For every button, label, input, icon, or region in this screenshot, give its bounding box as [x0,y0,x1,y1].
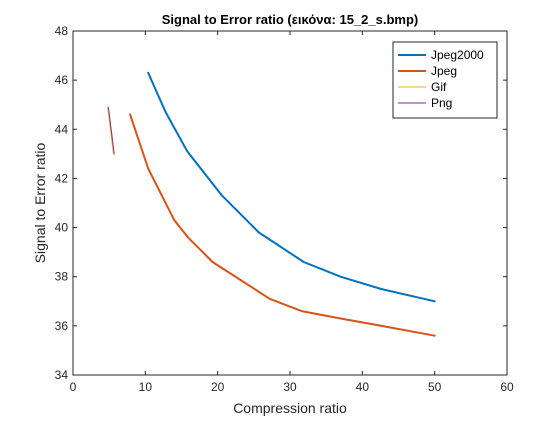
y-tick-label: 40 [55,221,69,235]
y-tick-label: 42 [55,171,69,185]
series-line-gif [107,106,114,155]
chart-title: Signal to Error ratio (εικόνα: 15_2_s.bm… [162,12,418,27]
axes-layer: 0 10 20 30 40 50 60 34 36 38 40 42 44 46 48 [55,24,514,394]
y-tick-label: 48 [55,24,69,38]
legend-label-gif: Gif [431,80,447,94]
x-tick-label: 60 [500,380,514,394]
x-tick-label: 40 [356,380,370,394]
x-tick-label: 20 [211,380,225,394]
series-line-jpeg [129,113,436,337]
y-tick-label: 44 [55,122,69,136]
legend: Jpeg2000 Jpeg Gif Png [392,41,498,119]
x-tick-label: 30 [283,380,297,394]
series-line-jpeg2000 [147,71,436,303]
legend-label-jpeg: Jpeg [431,64,457,78]
y-axis-label: Signal to Error ratio [32,142,48,263]
y-tick-label: 38 [55,270,69,284]
x-tick-label: 10 [139,380,153,394]
x-tick-label: 50 [428,380,442,394]
x-axis-label: Compression ratio [233,400,347,416]
series-layer [107,71,436,337]
y-tick-label: 36 [55,319,69,333]
legend-label-png: Png [431,96,452,110]
y-tick-label: 46 [55,73,69,87]
legend-label-jpeg2000: Jpeg2000 [431,48,484,62]
y-tick-label: 34 [55,368,69,382]
series-line-png [107,106,115,155]
x-tick-label: 0 [70,380,77,394]
